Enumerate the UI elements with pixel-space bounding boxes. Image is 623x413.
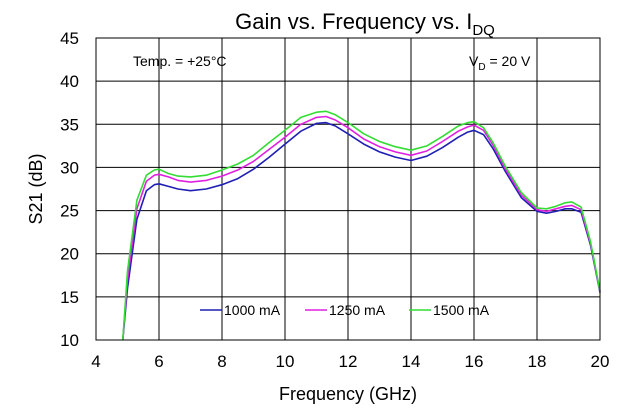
chart-title: Gain vs. Frequency vs. IDQ: [235, 9, 495, 39]
y-axis: 10 15 20 25 30 35 40 45: [60, 29, 79, 350]
y-tick-label: 25: [60, 202, 79, 221]
x-tick-label: 6: [154, 352, 163, 371]
x-axis-title: Frequency (GHz): [279, 384, 417, 404]
grid: [95, 37, 601, 341]
x-tick-label: 18: [528, 352, 547, 371]
x-tick-label: 4: [91, 352, 100, 371]
y-tick-label: 40: [60, 72, 79, 91]
y-tick-label: 45: [60, 29, 79, 48]
drain-voltage-subscript: D: [478, 62, 485, 73]
x-tick-label: 8: [217, 352, 226, 371]
x-tick-label: 20: [591, 352, 610, 371]
y-tick-label: 15: [60, 288, 79, 307]
x-tick-label: 10: [276, 352, 295, 371]
plot-area-border: [95, 37, 601, 341]
series-line-1500-ma: [122, 110, 601, 341]
series-line-1000-ma: [122, 121, 601, 341]
legend-label: 1500 mA: [433, 302, 490, 318]
chart-title-subscript: DQ: [472, 22, 495, 39]
legend-item: 1250 mA: [305, 302, 386, 318]
y-axis-title: S21 (dB): [26, 153, 46, 224]
legend-label: 1000 mA: [224, 302, 281, 318]
legend: 1000 mA 1250 mA 1500 mA: [200, 302, 490, 318]
y-tick-label: 10: [60, 331, 79, 350]
series-line-1250-ma: [122, 115, 601, 341]
y-tick-label: 35: [60, 115, 79, 134]
temperature-annotation: Temp. = +25°C: [133, 53, 227, 69]
y-tick-label: 30: [60, 158, 79, 177]
x-tick-label: 12: [339, 352, 358, 371]
x-axis: 4 6 8 10 12 14 16 18 20: [91, 352, 609, 371]
y-tick-label: 20: [60, 245, 79, 264]
x-tick-label: 14: [402, 352, 421, 371]
x-tick-label: 16: [465, 352, 484, 371]
drain-voltage-annotation: VD = 20 V: [469, 53, 531, 73]
legend-item: 1000 mA: [200, 302, 281, 318]
legend-item: 1500 mA: [409, 302, 490, 318]
series-lines: [122, 110, 601, 341]
legend-label: 1250 mA: [329, 302, 386, 318]
